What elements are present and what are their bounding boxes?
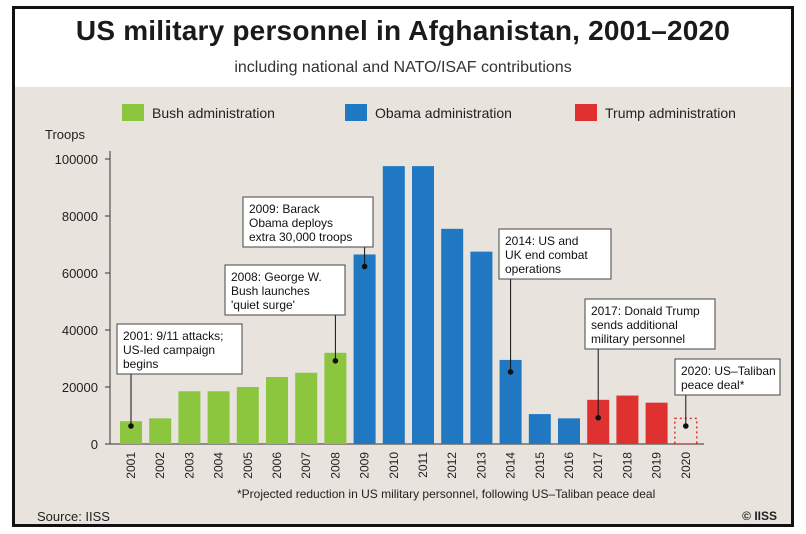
legend-label-bush: Bush administration bbox=[152, 104, 275, 121]
bar-chart: Troops 0 20000 40000 60000 80000 100000 2001 200… bbox=[45, 127, 781, 479]
annotation-box bbox=[498, 228, 612, 280]
bar bbox=[324, 352, 347, 444]
annotation-box bbox=[224, 264, 346, 316]
x-tick-label: 2019 bbox=[650, 452, 664, 479]
x-tick-label: 2016 bbox=[562, 452, 576, 479]
annotation-dot bbox=[128, 423, 134, 429]
chart-title: US military personnel in Afghanistan, 20… bbox=[75, 15, 731, 46]
x-tick-label: 2013 bbox=[474, 452, 488, 479]
y-tick-label: 60000 bbox=[62, 266, 98, 281]
x-tick-label: 2005 bbox=[241, 452, 255, 479]
annotation-dot bbox=[361, 263, 368, 270]
x-tick-label: 2004 bbox=[212, 452, 226, 479]
chart-frame: US military personnel in Afghanistan, 20… bbox=[12, 6, 794, 527]
footnote: *Projected reduction in US military pers… bbox=[237, 487, 656, 501]
y-tick-label: 0 bbox=[91, 437, 98, 452]
y-tick-label: 80000 bbox=[62, 209, 98, 224]
x-tick-label: 2008 bbox=[328, 452, 342, 479]
legend-item-trump: Trump administration bbox=[575, 104, 736, 121]
y-tick-label: 40000 bbox=[62, 323, 98, 338]
annotation-dot bbox=[683, 423, 689, 429]
x-tick-label: 2001 bbox=[124, 452, 138, 479]
bar bbox=[499, 359, 522, 444]
iiss-logo: © IISS bbox=[742, 509, 777, 523]
x-tick-label: 2003 bbox=[182, 452, 196, 479]
legend-swatch-obama bbox=[345, 104, 367, 121]
annotation-text: 2009: Barack bbox=[249, 202, 321, 216]
annotation-text: peace deal* bbox=[681, 378, 745, 392]
annotation-box bbox=[116, 323, 243, 375]
legend-label-trump: Trump administration bbox=[605, 104, 736, 121]
annotation-box bbox=[674, 358, 781, 396]
x-tick-label: 2002 bbox=[153, 452, 167, 479]
bar bbox=[178, 391, 201, 444]
annotation-text: 'quiet surge' bbox=[231, 298, 295, 312]
annotation-dot bbox=[595, 415, 601, 421]
bar bbox=[120, 421, 142, 444]
legend-swatch-trump bbox=[575, 104, 597, 121]
bar bbox=[587, 399, 610, 444]
source-label: Source: IISS bbox=[37, 509, 110, 524]
annotation-text: operations bbox=[505, 262, 561, 276]
annotation-text: 2008: George W. bbox=[231, 270, 322, 284]
x-tick-label: 2014 bbox=[504, 452, 518, 479]
annotation-text: 2014: US and bbox=[505, 234, 578, 248]
x-tick-label: 2015 bbox=[533, 452, 547, 479]
y-tick-label: 20000 bbox=[62, 380, 98, 395]
x-tick-label: 2007 bbox=[299, 452, 313, 479]
bar bbox=[149, 418, 172, 444]
bar bbox=[412, 166, 434, 444]
x-tick-label: 2012 bbox=[445, 452, 459, 479]
legend-item-obama: Obama administration bbox=[345, 104, 512, 121]
annotation-text: UK end combat bbox=[505, 248, 588, 262]
title-bar: US military personnel in Afghanistan, 20… bbox=[15, 9, 791, 87]
annotation-text: 2001: 9/11 attacks; bbox=[123, 329, 224, 343]
bar bbox=[382, 166, 405, 444]
x-tick-label: 2009 bbox=[358, 452, 372, 479]
annotation-text: military personnel bbox=[591, 332, 685, 346]
bar bbox=[295, 372, 318, 444]
chart-subtitle: including national and NATO/ISAF contrib… bbox=[234, 59, 572, 76]
x-tick-label: 2017 bbox=[591, 452, 605, 479]
bar bbox=[266, 377, 288, 444]
annotation-box bbox=[242, 196, 374, 248]
annotation-dot bbox=[507, 369, 514, 375]
annotation-text: 2017: Donald Trump bbox=[591, 304, 700, 318]
annotation-text: Obama deploys bbox=[249, 216, 333, 230]
annotation-text: begins bbox=[123, 357, 158, 371]
annotation-text: Bush launches bbox=[231, 284, 310, 298]
x-tick-label: 2018 bbox=[620, 452, 634, 479]
x-tick-label: 2011 bbox=[416, 452, 430, 478]
bar bbox=[353, 254, 376, 444]
bar bbox=[645, 402, 668, 444]
legend-item-bush: Bush administration bbox=[122, 104, 275, 121]
legend-label-obama: Obama administration bbox=[375, 104, 512, 121]
y-tick-label: 100000 bbox=[55, 152, 98, 167]
bar bbox=[236, 387, 259, 444]
annotation-text: extra 30,000 troops bbox=[249, 230, 352, 244]
annotation-dot bbox=[332, 358, 339, 364]
legend-swatch-bush bbox=[122, 104, 144, 121]
x-tick-label: 2020 bbox=[679, 452, 693, 479]
x-tick-label: 2006 bbox=[270, 452, 284, 479]
annotation-box bbox=[584, 298, 716, 350]
bar bbox=[616, 395, 639, 444]
annotation-text: sends additional bbox=[591, 318, 678, 332]
bar bbox=[470, 251, 493, 444]
bar bbox=[207, 391, 230, 444]
bar bbox=[441, 228, 464, 444]
annotation-text: 2020: US–Taliban bbox=[681, 364, 776, 378]
y-axis-title: Troops bbox=[45, 127, 85, 142]
annotation-text: US-led campaign bbox=[123, 343, 215, 357]
bar bbox=[528, 414, 551, 444]
x-tick-label: 2010 bbox=[387, 452, 401, 479]
bar bbox=[558, 418, 580, 444]
